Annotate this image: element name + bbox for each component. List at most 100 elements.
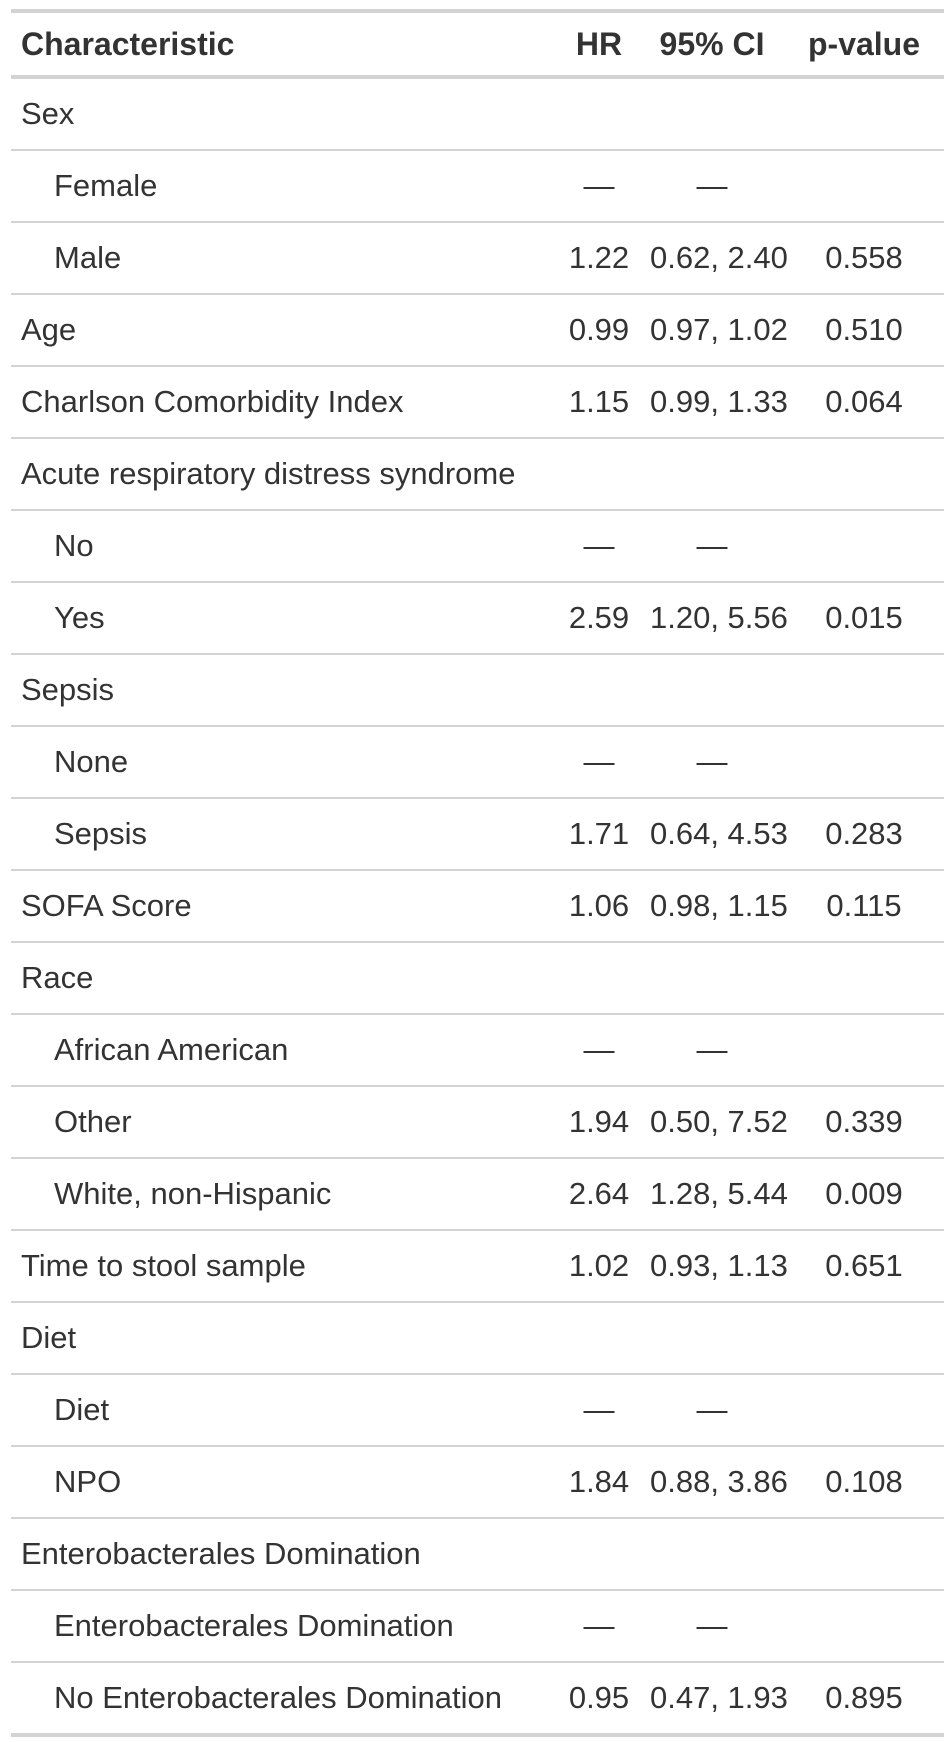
row-label: Female (11, 150, 558, 223)
table-row: Age 0.99 0.97, 1.02 0.510 (11, 294, 944, 367)
p-value-cell (784, 654, 944, 727)
p-value-cell: 0.064 (784, 366, 944, 439)
table-row: Sepsis (11, 654, 944, 727)
ci-cell: 0.98, 1.15 (640, 870, 788, 943)
ci-cell: — (640, 1014, 784, 1087)
table-row: Enterobacterales Domination — — (11, 1590, 944, 1663)
hr-cell: — (558, 726, 640, 799)
hr-cell: — (558, 1590, 640, 1663)
header-ci: 95% CI (640, 11, 784, 79)
row-label: No (11, 510, 558, 583)
p-value-cell: 0.115 (784, 870, 944, 943)
table-row: Other 1.94 0.50, 7.52 0.339 (11, 1086, 944, 1159)
regression-table-container: Characteristic HR 95% CI p-value Sex Fema… (11, 9, 944, 1737)
table-row: Sex (11, 77, 944, 151)
p-value-cell: 0.009 (784, 1158, 944, 1231)
row-label: African American (11, 1014, 558, 1087)
ci-cell: 1.20, 5.56 (640, 582, 788, 655)
ci-cell: — (640, 150, 784, 223)
table-row: Charlson Comorbidity Index 1.15 0.99, 1.33… (11, 366, 944, 439)
p-value-cell (784, 726, 944, 799)
row-label: None (11, 726, 558, 799)
p-value-cell: 0.283 (784, 798, 944, 871)
ci-cell (640, 1302, 784, 1375)
ci-cell: 0.88, 3.86 (640, 1446, 788, 1519)
row-label: Enterobacterales Domination (11, 1518, 558, 1591)
hr-cell (558, 942, 640, 1015)
p-value-cell (784, 1302, 944, 1375)
header-row: Characteristic HR 95% CI p-value (11, 11, 944, 79)
p-value-cell (784, 438, 944, 511)
hr-cell (558, 438, 640, 511)
row-label: Male (11, 222, 558, 295)
row-label: Enterobacterales Domination (11, 1590, 558, 1663)
p-value-cell (784, 77, 944, 151)
p-value-cell: 0.015 (784, 582, 944, 655)
table-row: Acute respiratory distress syndrome (11, 438, 944, 511)
ci-cell (640, 1518, 784, 1591)
ci-cell: — (640, 1590, 784, 1663)
ci-cell: 0.99, 1.33 (640, 366, 788, 439)
p-value-cell (784, 1518, 944, 1591)
hr-cell (558, 77, 640, 151)
hr-cell (558, 1302, 640, 1375)
p-value-cell (784, 510, 944, 583)
table-row: Female — — (11, 150, 944, 223)
hr-cell (558, 1518, 640, 1591)
hr-cell: 2.59 (558, 582, 640, 655)
ci-cell (640, 942, 784, 1015)
row-label: Sex (11, 77, 558, 151)
table-row: None — — (11, 726, 944, 799)
ci-cell: — (640, 726, 784, 799)
ci-cell: 0.97, 1.02 (640, 294, 788, 367)
row-label: Age (11, 294, 558, 367)
p-value-cell: 0.651 (784, 1230, 944, 1303)
row-label: Time to stool sample (11, 1230, 558, 1303)
table-row: African American — — (11, 1014, 944, 1087)
table-row: Male 1.22 0.62, 2.40 0.558 (11, 222, 944, 295)
hr-cell: 0.95 (568, 1680, 630, 1715)
header-hr: HR (558, 11, 640, 79)
row-label: Yes (11, 582, 558, 655)
table-row: Diet — — (11, 1374, 944, 1447)
hr-cell: 0.99 (558, 294, 640, 367)
p-value-cell (784, 1590, 944, 1663)
table-row: No Enterobacterales Domination 0.95 0.47, … (11, 1662, 944, 1735)
p-value-cell (784, 942, 944, 1015)
p-value-cell: 0.108 (784, 1446, 944, 1519)
table-row: Diet (11, 1302, 944, 1375)
row-label: Race (11, 942, 558, 1015)
table-row: NPO 1.84 0.88, 3.86 0.108 (11, 1446, 944, 1519)
ci-cell (640, 438, 784, 511)
ci-cell: 0.93, 1.13 (640, 1230, 788, 1303)
table-row: White, non-Hispanic 2.64 1.28, 5.44 0.009 (11, 1158, 944, 1231)
regression-table: Characteristic HR 95% CI p-value Sex Fema… (11, 9, 944, 1737)
table-row: SOFA Score 1.06 0.98, 1.15 0.115 (11, 870, 944, 943)
hr-cell: 2.64 (558, 1158, 640, 1231)
header-p-value: p-value (784, 11, 944, 79)
row-label: NPO (11, 1446, 558, 1519)
p-value-cell: 0.895 (825, 1680, 903, 1715)
hr-cell: 1.06 (558, 870, 640, 943)
row-label: Charlson Comorbidity Index (11, 366, 558, 439)
row-label: Other (11, 1086, 558, 1159)
ci-cell (640, 77, 784, 151)
p-value-cell: 0.558 (784, 222, 944, 295)
table-row: Race (11, 942, 944, 1015)
row-label: SOFA Score (11, 870, 558, 943)
ci-cell: 0.47, 1.93 (650, 1680, 788, 1715)
p-value-cell (784, 1014, 944, 1087)
row-label: Acute respiratory distress syndrome (11, 438, 558, 511)
p-value-cell: 0.510 (784, 294, 944, 367)
ci-cell: — (640, 510, 784, 583)
hr-cell: 1.71 (558, 798, 640, 871)
ci-cell: 0.62, 2.40 (640, 222, 788, 295)
row-label: No Enterobacterales Domination (54, 1680, 503, 1715)
p-value-cell: 0.339 (784, 1086, 944, 1159)
ci-cell: 0.64, 4.53 (640, 798, 788, 871)
hr-cell: — (558, 510, 640, 583)
row-label: Diet (11, 1302, 558, 1375)
table-header: Characteristic HR 95% CI p-value (11, 11, 944, 79)
hr-cell: 1.02 (558, 1230, 640, 1303)
hr-cell: 1.84 (558, 1446, 640, 1519)
